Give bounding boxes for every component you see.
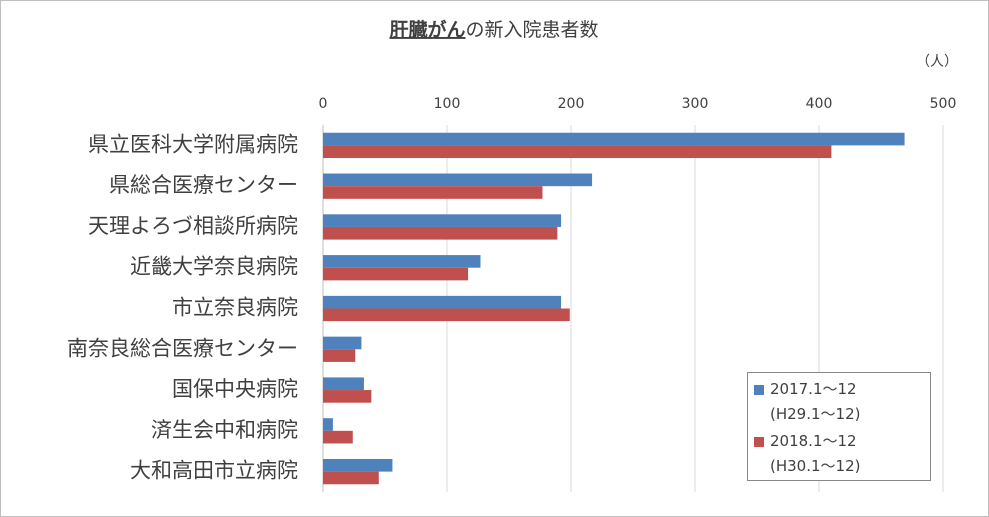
bar	[323, 377, 364, 391]
bar	[323, 336, 362, 350]
y-tick-label: 市立奈良病院	[172, 296, 298, 320]
y-tick-label: 済生会中和病院	[151, 418, 298, 442]
legend-swatch	[754, 437, 764, 447]
x-tick-label: 200	[558, 96, 585, 112]
y-tick-label: 近畿大学奈良病院	[130, 255, 298, 279]
bar	[323, 132, 905, 146]
bar	[323, 295, 562, 309]
legend-label: 2017.1～12 (H29.1～12)	[770, 380, 861, 423]
x-tick-label: 300	[682, 96, 709, 112]
x-tick-label: 500	[930, 96, 957, 112]
bar	[323, 145, 832, 159]
title-emphasis: 肝臓がん	[389, 18, 465, 41]
bar	[323, 186, 543, 199]
bar	[323, 390, 372, 403]
x-tick-label: 0	[319, 96, 328, 112]
unit-label: （人）	[916, 54, 958, 70]
y-tick-label: 大和高田市立病院	[130, 459, 298, 483]
legend-item: 2017.1～12 (H29.1～12)	[754, 377, 924, 427]
legend-label: 2018.1～12 (H30.1～12)	[770, 432, 861, 475]
legend-swatch	[754, 385, 764, 395]
bar	[323, 214, 562, 227]
y-tick-label: 県立医科大学附属病院	[88, 132, 298, 156]
bar	[323, 226, 558, 240]
y-tick-label: 天理よろづ相談所病院	[88, 214, 298, 238]
legend-item: 2018.1～12 (H30.1～12)	[754, 429, 924, 479]
bar	[323, 308, 570, 322]
bar	[323, 349, 356, 362]
bar	[323, 173, 593, 187]
bar	[323, 255, 481, 268]
bar	[323, 458, 393, 472]
chart-title: 肝臓がんの新入院患者数	[389, 18, 598, 41]
legend: 2017.1～12 (H29.1～12) 2018.1～12 (H30.1～12)	[747, 372, 931, 481]
x-tick-label: 400	[806, 96, 833, 112]
y-tick-label: 県総合医療センター	[109, 173, 298, 197]
x-tick-label: 100	[434, 96, 461, 112]
y-tick-label: 国保中央病院	[172, 377, 298, 401]
bar	[323, 430, 353, 444]
bar	[323, 267, 469, 281]
bar	[323, 418, 333, 431]
y-tick-label: 南奈良総合医療センター	[67, 336, 298, 360]
title-rest: の新入院患者数	[466, 19, 599, 41]
bar	[323, 471, 379, 485]
